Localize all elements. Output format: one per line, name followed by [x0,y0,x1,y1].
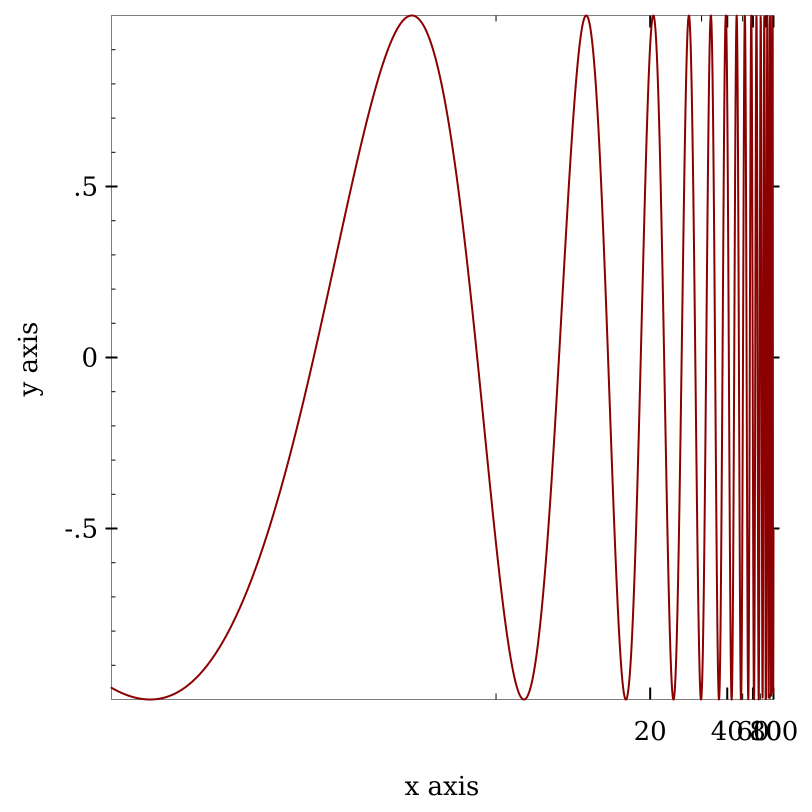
y-tick-label: 0 [81,344,98,374]
x-ticks-top [495,15,775,28]
y-axis-title: y axis [14,322,44,398]
x-tick-label: 20 [634,717,667,747]
series-line-sin [110,14,775,701]
y-ticks-left [105,49,118,666]
y-tick-labels: .5 0 -.5 [64,173,98,545]
x-axis-title: x axis [405,772,480,802]
x-tick-label: 80 [749,717,782,747]
y-tick-label: -.5 [64,515,98,545]
plot-frame [111,15,774,700]
x-tick-label: 40 [711,717,744,747]
x-tick-label: 60 [736,717,769,747]
y-tick-label: .5 [73,173,98,203]
x-tick-label: 100 [749,717,799,747]
